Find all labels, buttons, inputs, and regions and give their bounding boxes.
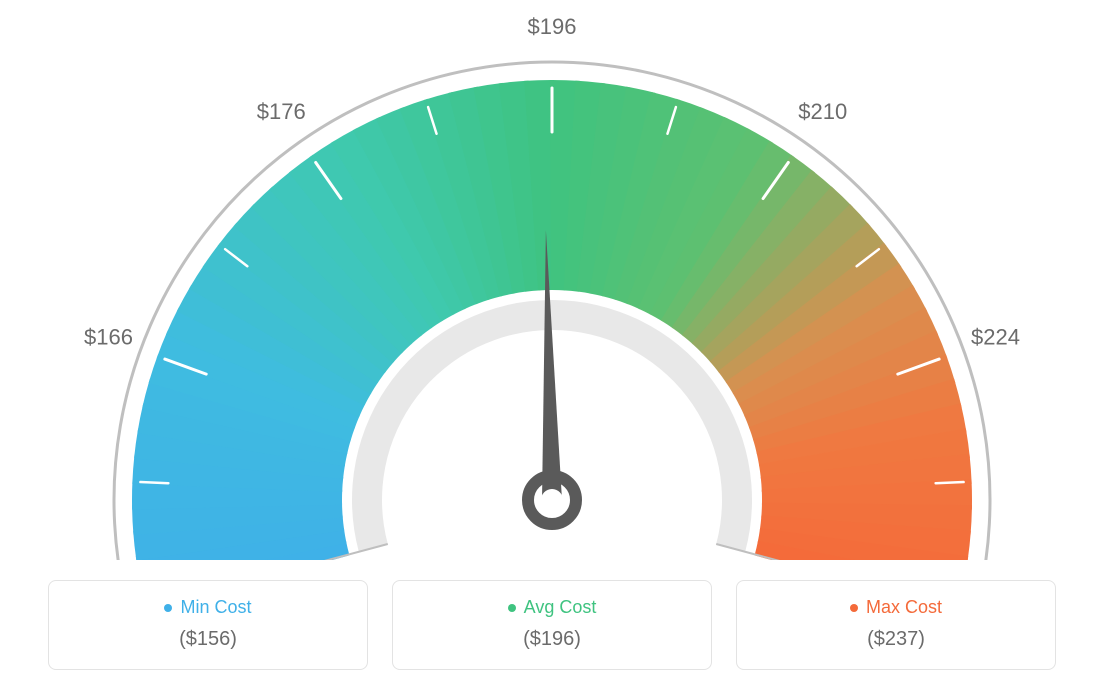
- legend-row: Min Cost ($156) Avg Cost ($196) Max Cost…: [0, 580, 1104, 670]
- legend-card-min: Min Cost ($156): [48, 580, 368, 670]
- legend-label-max: Max Cost: [866, 597, 942, 618]
- legend-label-row: Min Cost: [69, 597, 347, 618]
- legend-value-max: ($237): [757, 628, 1035, 651]
- gauge-svg: $156$166$176$196$210$224$237: [0, 0, 1104, 560]
- legend-dot-max: [850, 604, 858, 612]
- svg-text:$224: $224: [971, 324, 1020, 349]
- svg-text:$196: $196: [528, 14, 577, 39]
- legend-card-max: Max Cost ($237): [736, 580, 1056, 670]
- svg-text:$176: $176: [257, 99, 306, 124]
- legend-label-avg: Avg Cost: [524, 597, 597, 618]
- gauge-area: $156$166$176$196$210$224$237: [0, 0, 1104, 560]
- legend-label-min: Min Cost: [180, 597, 251, 618]
- legend-label-row: Avg Cost: [413, 597, 691, 618]
- svg-text:$166: $166: [84, 324, 133, 349]
- legend-dot-avg: [508, 604, 516, 612]
- gauge-chart-container: $156$166$176$196$210$224$237 Min Cost ($…: [0, 0, 1104, 690]
- legend-value-avg: ($196): [413, 628, 691, 651]
- legend-value-min: ($156): [69, 628, 347, 651]
- legend-label-row: Max Cost: [757, 597, 1035, 618]
- svg-text:$210: $210: [798, 99, 847, 124]
- legend-dot-min: [164, 604, 172, 612]
- legend-card-avg: Avg Cost ($196): [392, 580, 712, 670]
